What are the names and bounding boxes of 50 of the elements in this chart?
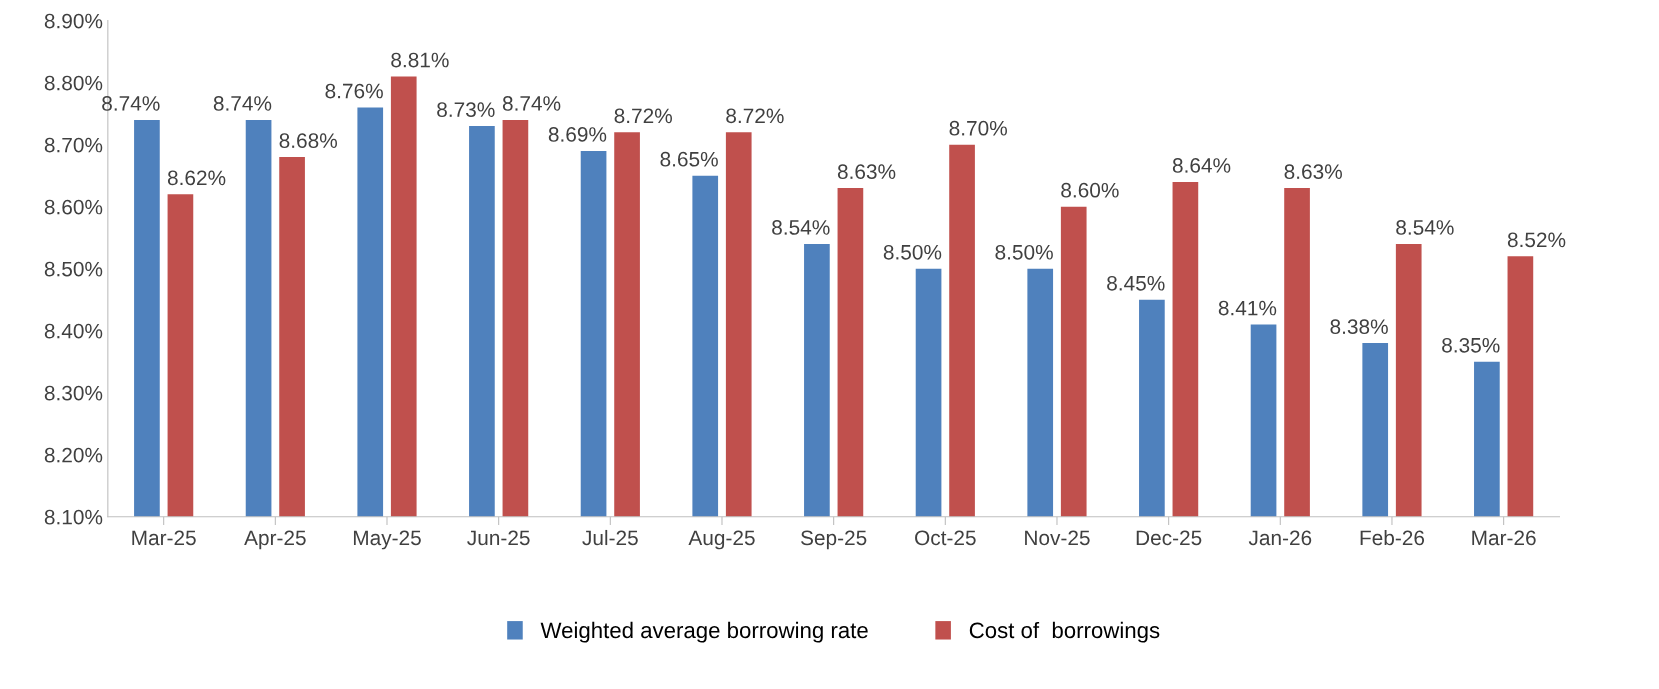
- x-tick-label: Mar-26: [1472, 530, 1536, 546]
- data-label: 8.73%: [437, 102, 495, 118]
- x-tick-label: Jan-26: [1248, 530, 1312, 546]
- data-label: 8.35%: [1442, 337, 1500, 353]
- y-tick-label: 8.90%: [44, 13, 103, 29]
- data-label: 8.65%: [660, 151, 718, 167]
- x-tick-label: Jul-25: [582, 529, 638, 546]
- data-label: 8.63%: [1284, 164, 1342, 180]
- data-label: 8.54%: [772, 220, 830, 235]
- data-label: 8.64%: [1172, 158, 1231, 173]
- legend-label: Weighted average borrowing rate: [540, 621, 868, 643]
- data-label: 8.70%: [949, 120, 1007, 136]
- y-tick-label: 8.30%: [44, 385, 103, 401]
- x-tick-label: Mar-25: [132, 530, 196, 546]
- data-label: 8.50%: [995, 244, 1053, 260]
- data-label: 8.81%: [391, 52, 449, 68]
- data-label: 8.54%: [1396, 220, 1454, 235]
- data-label: 8.41%: [1218, 300, 1277, 316]
- legend-label: Cost of borrowings: [969, 621, 1160, 643]
- data-label: 8.76%: [325, 83, 383, 99]
- data-label: 8.50%: [883, 244, 942, 260]
- data-label: 8.52%: [1507, 232, 1566, 248]
- y-tick-label: 8.50%: [44, 261, 103, 277]
- x-tick-label: Dec-25: [1136, 530, 1202, 546]
- x-tick-label: Jun-25: [467, 530, 530, 546]
- data-label: 8.74%: [102, 96, 160, 111]
- x-tick-label: Nov-25: [1025, 530, 1090, 546]
- data-label: 8.60%: [1061, 182, 1119, 198]
- x-tick-label: Sep-25: [801, 530, 867, 550]
- x-tick-label: Apr-25: [244, 530, 306, 550]
- data-label: 8.72%: [726, 108, 784, 124]
- data-label: 8.74%: [213, 96, 272, 111]
- data-label: 8.38%: [1330, 319, 1388, 335]
- x-tick-label: Aug-25: [688, 530, 755, 550]
- y-tick-label: 8.10%: [44, 509, 103, 525]
- x-tick-label: Oct-25: [915, 530, 976, 546]
- y-tick-label: 8.40%: [44, 323, 103, 339]
- data-label: 8.63%: [837, 164, 896, 180]
- data-label: 8.62%: [167, 170, 226, 186]
- data-label: 8.72%: [614, 108, 672, 124]
- data-label: 8.45%: [1107, 275, 1165, 291]
- x-tick-label: May-25: [353, 530, 421, 550]
- y-tick-label: 8.70%: [44, 137, 103, 153]
- y-tick-label: 8.20%: [44, 447, 103, 463]
- x-tick-label: Feb-26: [1360, 529, 1425, 546]
- data-label: 8.74%: [502, 96, 561, 111]
- y-tick-label: 8.80%: [44, 75, 103, 91]
- data-label: 8.68%: [279, 133, 338, 149]
- y-tick-label: 8.60%: [44, 199, 103, 215]
- data-label: 8.69%: [548, 127, 607, 142]
